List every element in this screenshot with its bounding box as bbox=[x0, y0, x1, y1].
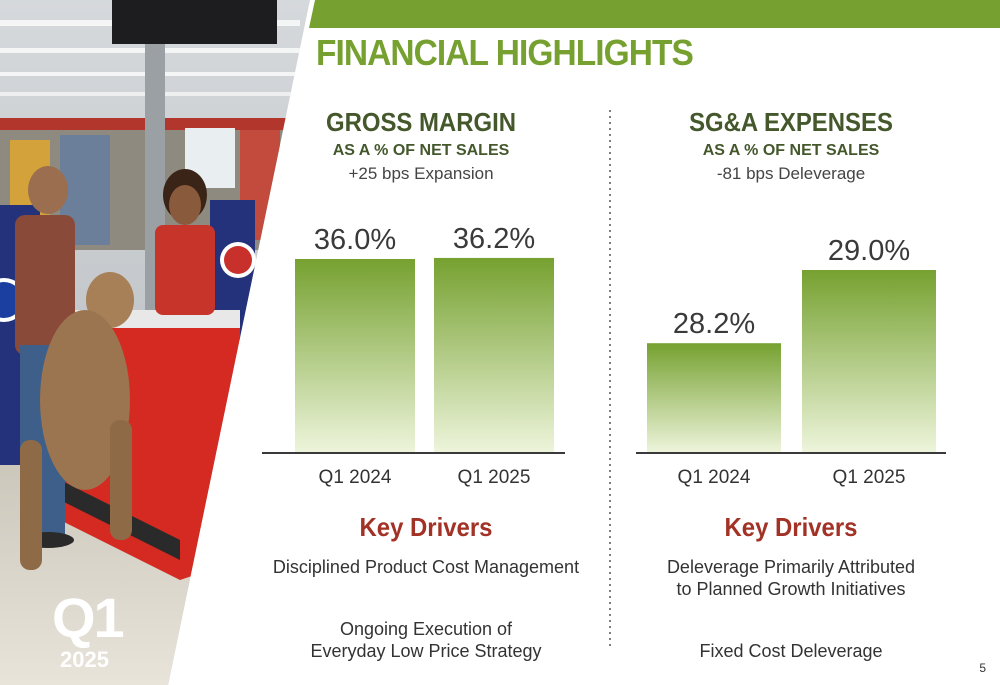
page-title: FINANCIAL HIGHLIGHTS bbox=[316, 32, 694, 73]
sga-subtitle: AS A % OF NET SALES bbox=[702, 142, 880, 159]
sga-title: SG&A EXPENSES bbox=[689, 107, 893, 137]
sga-category-label-2: Q1 2025 bbox=[833, 467, 906, 488]
sga-bar-1 bbox=[647, 343, 781, 453]
sga-drivers-heading: Key Drivers bbox=[724, 512, 858, 542]
gross-margin-driver-2: Ongoing Execution of Everyday Low Price … bbox=[310, 619, 542, 661]
gross-margin-drivers: Key Drivers Disciplined Product Cost Man… bbox=[246, 512, 606, 662]
sga-drivers: Key Drivers Deleverage Primarily Attribu… bbox=[611, 512, 971, 662]
quarter-label: Q1 bbox=[52, 586, 125, 649]
gross-margin-drivers-heading: Key Drivers bbox=[359, 512, 493, 542]
gross-margin-category-label-2: Q1 2025 bbox=[458, 467, 531, 488]
gross-margin-title: GROSS MARGIN bbox=[325, 107, 517, 137]
page-number: 5 bbox=[979, 661, 986, 675]
quarter-year: 2025 bbox=[60, 647, 109, 672]
gross-margin-note: +25 bps Expansion bbox=[348, 164, 494, 183]
sga-data-label-1: 28.2% bbox=[673, 308, 755, 340]
sga-bar-2 bbox=[802, 270, 936, 453]
gross-margin-category-label-1: Q1 2024 bbox=[319, 467, 392, 488]
sga-note: -81 bps Deleverage bbox=[716, 164, 866, 183]
gross-margin-data-label-2: 36.2% bbox=[453, 223, 535, 255]
gross-margin-bar-2 bbox=[434, 257, 554, 453]
gross-margin-subtitle: AS A % OF NET SALES bbox=[332, 142, 510, 159]
gross-margin-header: GROSS MARGIN AS A % OF NET SALES +25 bps… bbox=[261, 107, 581, 185]
gross-margin-driver-1: Disciplined Product Cost Management bbox=[272, 557, 580, 577]
sga-data-label-2: 29.0% bbox=[828, 235, 910, 267]
gross-margin-bar-1 bbox=[295, 259, 415, 453]
sga-header: SG&A EXPENSES AS A % OF NET SALES -81 bp… bbox=[631, 107, 951, 185]
gross-margin-data-label-1: 36.0% bbox=[314, 224, 396, 256]
sga-driver-1: Deleverage Primarily Attributed to Plann… bbox=[666, 557, 916, 599]
sga-category-label-1: Q1 2024 bbox=[678, 467, 751, 488]
sga-driver-2: Fixed Cost Deleverage bbox=[699, 641, 883, 661]
